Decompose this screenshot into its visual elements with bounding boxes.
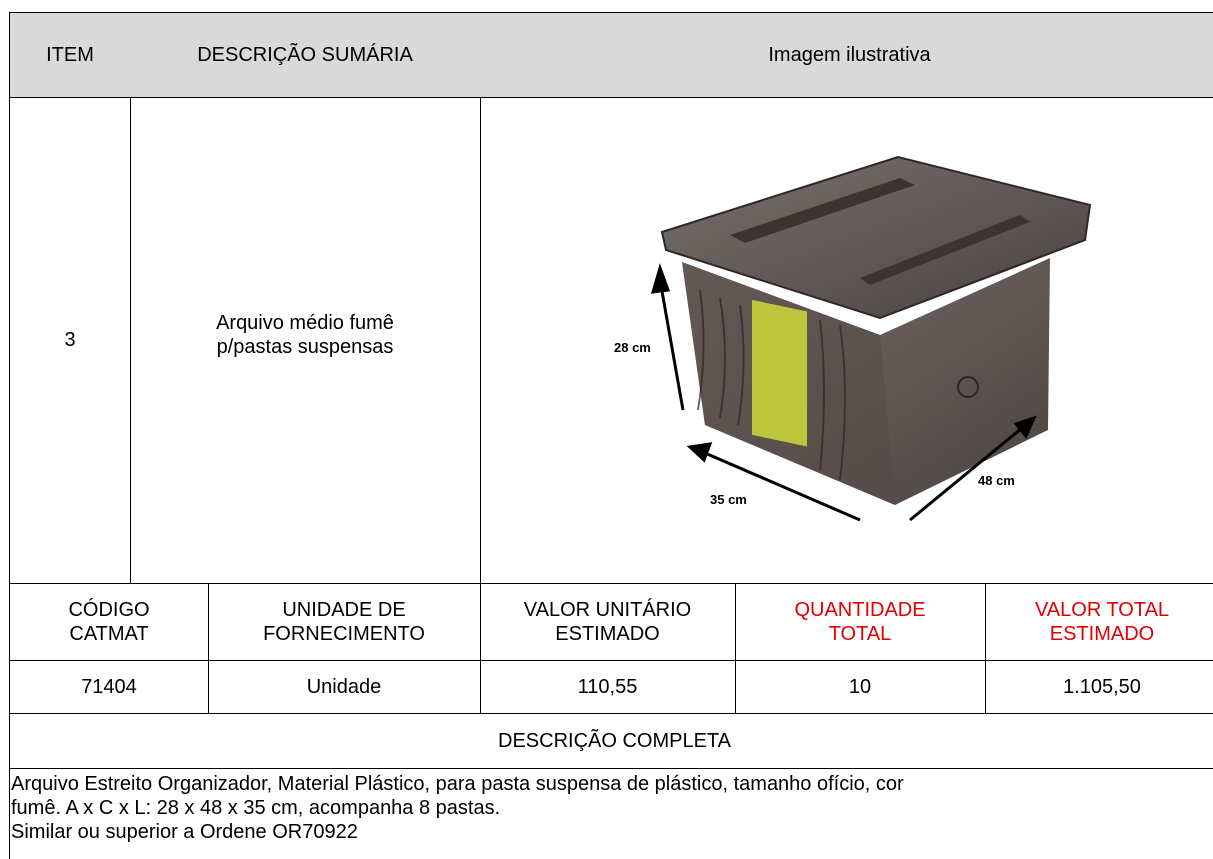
dimension-label: 48 cm — [978, 473, 1015, 488]
value-text: 10 — [848, 675, 872, 698]
column-header-line: FORNECIMENTO — [263, 622, 425, 645]
value-text: 1.105,50 — [1063, 675, 1141, 698]
column-header-line: ESTIMADO — [555, 622, 660, 645]
value-cell: Unidade — [208, 660, 481, 714]
item-number: 3 — [64, 329, 76, 351]
value-text: 110,55 — [577, 675, 638, 698]
value-cell: 71404 — [10, 660, 209, 714]
value-cell: 1.105,50 — [985, 660, 1213, 714]
full-description-title-cell: DESCRIÇÃO COMPLETA — [10, 713, 1213, 769]
full-description-title: DESCRIÇÃO COMPLETA — [498, 729, 731, 752]
summary-line: p/pastas suspensas — [216, 336, 394, 358]
header-item: ITEM — [46, 44, 94, 66]
column-header: VALOR TOTAL ESTIMADO — [985, 583, 1213, 661]
value-text: Unidade — [306, 675, 382, 698]
column-header-line: CATMAT — [69, 622, 149, 645]
column-header: UNIDADE DE FORNECIMENTO — [208, 583, 481, 661]
column-header: CÓDIGO CATMAT — [10, 583, 209, 661]
description-line: Similar ou superior a Ordene OR70922 — [11, 821, 358, 843]
value-cell: 110,55 — [480, 660, 736, 714]
dimension-label: 35 cm — [710, 492, 747, 507]
column-header-line: TOTAL — [828, 622, 892, 645]
item-cell: 3 — [10, 97, 131, 584]
value-cell: 10 — [735, 660, 986, 714]
column-header: QUANTIDADE TOTAL — [735, 583, 986, 661]
summary-cell: Arquivo médio fumê p/pastas suspensas — [130, 97, 481, 584]
header-cell: Imagem ilustrativa — [480, 13, 1213, 98]
column-header-line: ESTIMADO — [1049, 622, 1155, 645]
value-text: 71404 — [81, 675, 137, 698]
header-imagem: Imagem ilustrativa — [768, 44, 931, 66]
full-description-cell: Arquivo Estreito Organizador, Material P… — [10, 768, 1213, 859]
image-cell: 28 cm 35 cm 48 cm — [480, 97, 1213, 584]
description-line: fumê. A x C x L: 28 x 48 x 35 cm, acompa… — [11, 797, 501, 819]
dimension-label: 28 cm — [614, 340, 651, 355]
column-header-line: VALOR TOTAL — [1034, 598, 1170, 621]
column-header-line: QUANTIDADE — [794, 598, 926, 621]
summary-line: Arquivo médio fumê — [216, 312, 394, 334]
description-line: Arquivo Estreito Organizador, Material P… — [11, 773, 904, 795]
column-header-line: VALOR UNITÁRIO — [523, 598, 692, 621]
product-illustration: 28 cm 35 cm 48 cm — [614, 155, 1092, 522]
table-frame — [9, 12, 1213, 859]
header-descricao: DESCRIÇÃO SUMÁRIA — [197, 44, 413, 66]
column-header-line: UNIDADE DE — [282, 598, 406, 621]
column-header: VALOR UNITÁRIO ESTIMADO — [480, 583, 736, 661]
column-header-line: CÓDIGO — [68, 598, 150, 621]
header-cell: ITEM — [10, 13, 131, 98]
header-cell: DESCRIÇÃO SUMÁRIA — [130, 13, 481, 98]
